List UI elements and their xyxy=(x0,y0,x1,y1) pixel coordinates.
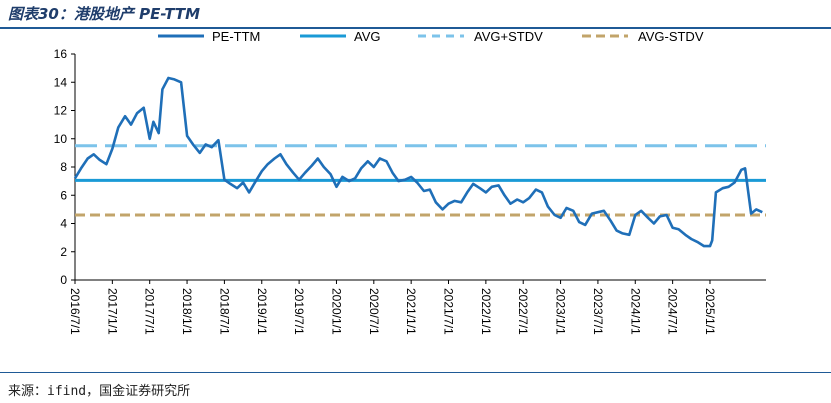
y-tick-label: 10 xyxy=(54,132,68,146)
x-tick-label: 2017/7/1 xyxy=(143,288,157,335)
chart-title: 图表30：港股地产 PE-TTM xyxy=(8,5,201,23)
header-rule xyxy=(0,27,831,29)
y-tick-label: 8 xyxy=(60,160,67,174)
y-tick-label: 0 xyxy=(60,273,67,287)
x-tick-label: 2024/1/1 xyxy=(628,288,642,335)
x-tick-label: 2021/7/1 xyxy=(442,288,456,335)
x-tick-label: 2023/1/1 xyxy=(554,288,568,335)
y-tick-label: 12 xyxy=(54,104,68,118)
x-tick-label: 2025/1/1 xyxy=(703,288,717,335)
x-tick-label: 2016/7/1 xyxy=(68,288,82,335)
y-tick-label: 6 xyxy=(60,188,67,202)
x-tick-label: 2022/7/1 xyxy=(516,288,530,335)
y-axis: 0 2 4 6 8 10 12 14 16 xyxy=(54,47,76,287)
x-tick-label: 2017/1/1 xyxy=(105,288,119,335)
footer-rule xyxy=(0,372,831,373)
x-tick-label: 2018/1/1 xyxy=(180,288,194,335)
x-tick-label: 2024/7/1 xyxy=(666,288,680,335)
x-tick-label: 2022/1/1 xyxy=(479,288,493,335)
legend-label: PE-TTM xyxy=(212,30,260,44)
y-tick-label: 4 xyxy=(60,217,67,231)
legend-label: AVG-STDV xyxy=(638,30,704,44)
x-tick-label: 2018/7/1 xyxy=(217,288,231,335)
y-tick-label: 2 xyxy=(60,245,67,259)
x-axis: 2016/7/1 2017/1/1 2017/7/1 2018/1/1 2018/7/1… xyxy=(68,279,766,335)
y-tick-label: 16 xyxy=(54,47,68,61)
x-tick-label: 2020/1/1 xyxy=(329,288,343,335)
x-tick-label: 2020/7/1 xyxy=(367,288,381,335)
x-tick-label: 2019/7/1 xyxy=(292,288,306,335)
x-tick-label: 2023/7/1 xyxy=(591,288,605,335)
x-tick-label: 2019/1/1 xyxy=(255,288,269,335)
series-lines xyxy=(73,76,766,248)
source-note: 来源：ifind，国金证券研究所 xyxy=(8,384,191,399)
legend-label: AVG xyxy=(354,30,381,44)
y-tick-label: 14 xyxy=(54,75,68,89)
legend: PE-TTM AVG AVG+STDV AVG-STDV xyxy=(158,30,704,44)
series-line-pe-ttm xyxy=(73,76,763,248)
x-tick-label: 2021/1/1 xyxy=(404,288,418,335)
legend-label: AVG+STDV xyxy=(474,30,543,44)
